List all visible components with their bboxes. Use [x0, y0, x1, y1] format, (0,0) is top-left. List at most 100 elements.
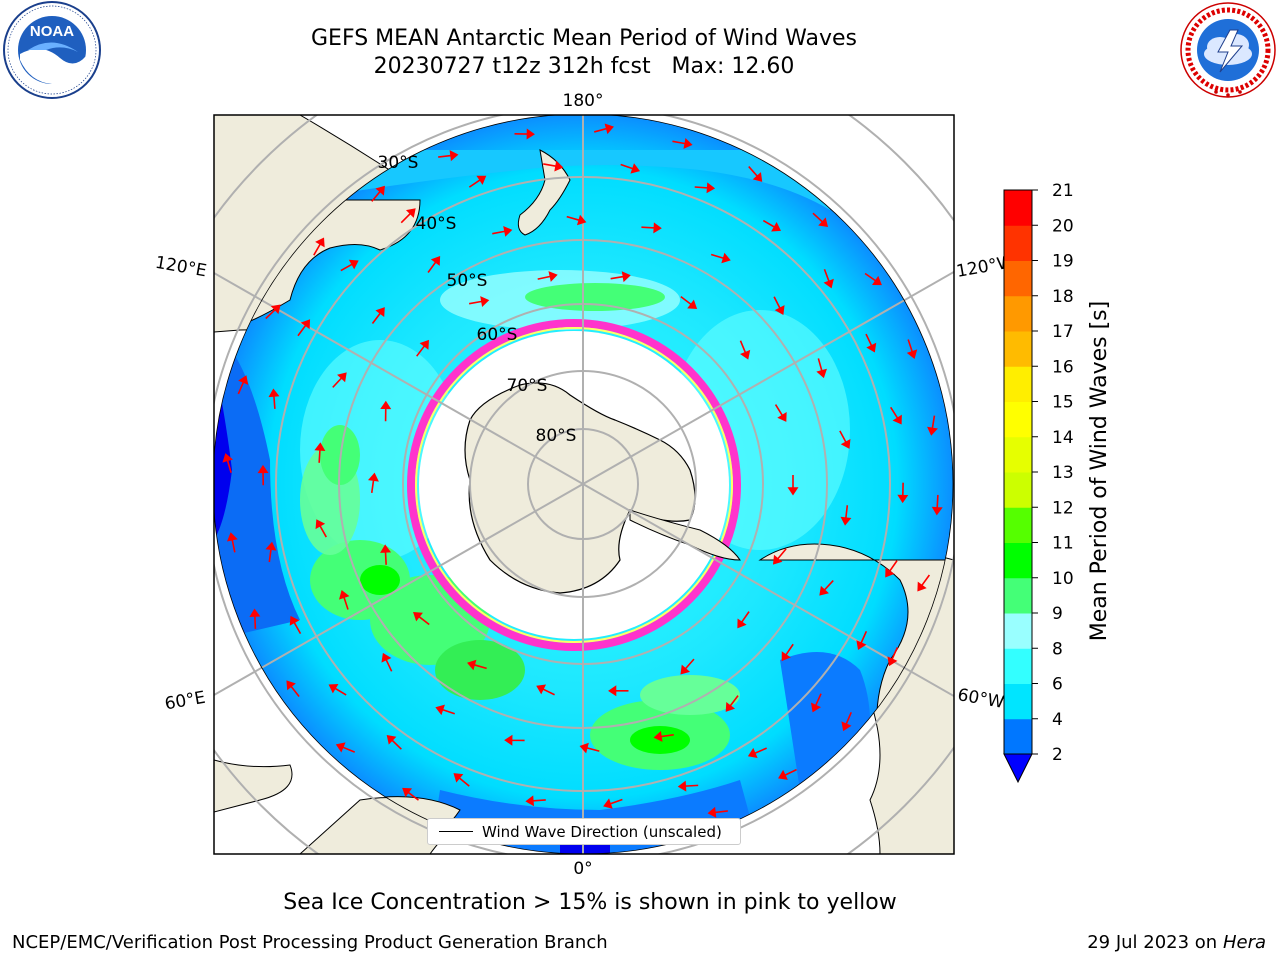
- wind-arrow: [438, 150, 459, 162]
- wind-arrow: [680, 296, 698, 310]
- wind-arrow: [468, 296, 490, 307]
- wind-arrow: [641, 222, 662, 234]
- wind-arrow: [816, 358, 827, 379]
- wind-arrow: [774, 404, 787, 422]
- wind-arrow: [413, 612, 430, 626]
- wind-arrow: [778, 768, 797, 780]
- colorbar-tick-label: 18: [1052, 287, 1074, 307]
- wind-arrow: [707, 806, 728, 818]
- wind-arrow: [315, 519, 327, 538]
- colorbar-bin: [1004, 472, 1032, 508]
- wind-arrow: [492, 226, 513, 237]
- lat-label-70s: 70°S: [507, 376, 548, 396]
- wind-arrow: [677, 780, 699, 792]
- colorbar-tick-label: 4: [1052, 710, 1063, 730]
- colorbar-tick-label: 19: [1052, 252, 1074, 272]
- wind-arrow: [772, 548, 787, 565]
- wind-arrow: [338, 590, 350, 610]
- wind-arrow: [453, 773, 470, 787]
- colorbar-bin: [1004, 507, 1032, 543]
- wind-arrow: [427, 255, 441, 273]
- wind-arrow: [249, 608, 261, 629]
- wind-arrow: [810, 693, 822, 713]
- wind-arrow: [328, 683, 347, 696]
- wind-arrow: [653, 731, 674, 742]
- wind-arrow: [514, 128, 535, 140]
- colorbar-bin: [1004, 436, 1032, 473]
- wind-arrow: [222, 453, 233, 473]
- wind-arrow: [297, 319, 311, 337]
- wind-arrow: [608, 685, 629, 697]
- colorbar-tick-label: 15: [1052, 393, 1074, 413]
- colorbar: 2 4 6 8 9 10 11 12 13 14 15 16 17 18 19 20 21: [1003, 181, 1074, 784]
- wind-arrow: [620, 163, 641, 174]
- colorbar-bin: [1004, 260, 1032, 297]
- colorbar-tick-label: 16: [1052, 357, 1074, 377]
- sea-ice-note: Sea Ice Concentration > 15% is shown in …: [283, 890, 897, 915]
- footer-date-text: 29 Jul 2023 on: [1087, 932, 1218, 953]
- antarctica-landmass: [464, 382, 696, 594]
- wind-arrow: [887, 647, 899, 667]
- colorbar-bin: [1004, 613, 1032, 649]
- wind-arrow: [885, 560, 898, 578]
- wind-arrow: [762, 219, 781, 232]
- chart-title: GEFS MEAN Antarctic Mean Period of Wind …: [311, 26, 857, 51]
- wind-arrow: [781, 643, 794, 662]
- lat-label-80s: 80°S: [536, 426, 577, 446]
- colorbar-tick-label: 14: [1052, 428, 1074, 448]
- wind-arrow: [416, 339, 429, 357]
- footer-date: 29 Jul 2023 on Hera: [1087, 932, 1266, 953]
- wind-arrow: [435, 704, 455, 716]
- wind-arrow: [380, 400, 392, 422]
- wind-arrow: [536, 684, 555, 696]
- wind-arrow: [841, 712, 852, 732]
- wind-arrow: [839, 430, 851, 449]
- wind-arrow: [787, 475, 799, 496]
- legend-label: Wind Wave Direction (unscaled): [482, 822, 722, 841]
- wind-arrow: [265, 304, 281, 320]
- wind-arrow: [226, 532, 238, 553]
- wind-arrow: [812, 212, 829, 228]
- wind-arrow: [603, 798, 623, 809]
- lat-label-40s: 40°S: [416, 214, 457, 234]
- lon-label-60w: 60°W: [956, 685, 1006, 713]
- wind-arrow: [917, 574, 931, 592]
- colorbar-tick-label: 9: [1052, 604, 1063, 624]
- wind-arrow: [289, 615, 302, 635]
- wind-arrow: [864, 272, 882, 286]
- sea-ice-edge: [407, 319, 741, 651]
- wind-arrow: [890, 406, 902, 425]
- wind-arrow: [268, 388, 280, 409]
- wind-arrow: [897, 482, 909, 504]
- wind-arrow: [672, 138, 693, 149]
- wind-arrow: [694, 182, 716, 194]
- noaa-logo-icon: NOAA: [3, 1, 101, 99]
- colorbar-tick-label: 13: [1052, 463, 1074, 483]
- wind-arrow: [314, 442, 326, 463]
- wind-arrow: [593, 123, 614, 135]
- lon-label-180: 180°: [563, 91, 604, 111]
- wind-arrow: [856, 630, 868, 650]
- colorbar-tick-label: 12: [1052, 498, 1074, 518]
- national-weather-service-logo-icon: [1180, 2, 1276, 98]
- wind-arrows: [222, 123, 943, 845]
- wind-arrow: [737, 611, 750, 629]
- lon-label-60e: 60°E: [163, 688, 207, 715]
- wind-arrow: [332, 372, 347, 388]
- wind-arrow: [371, 307, 385, 324]
- wind-arrow: [931, 494, 943, 516]
- lon-label-120e: 120°E: [154, 253, 208, 282]
- wind-arrow: [402, 787, 419, 801]
- lat-label-60s: 60°S: [477, 325, 518, 345]
- wind-arrow: [400, 208, 416, 224]
- footer-host: Hera: [1222, 932, 1266, 953]
- colorbar-tick-label: 6: [1052, 675, 1063, 695]
- wind-arrow: [748, 166, 763, 182]
- colorbar-bin: [1004, 718, 1032, 755]
- wind-arrow: [504, 734, 525, 746]
- wind-arrow: [313, 237, 325, 256]
- colorbar-bin: [1004, 401, 1032, 438]
- chart-subtitle: 20230727 t12z 312h fcst Max: 12.60: [373, 54, 795, 79]
- wind-arrow: [525, 795, 546, 807]
